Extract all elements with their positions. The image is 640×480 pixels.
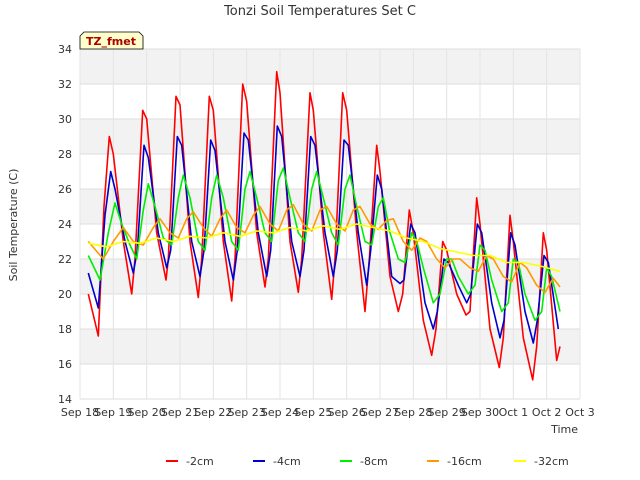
plot-band [80,84,580,119]
y-tick-label: 28 [58,148,72,161]
series-line-32cm [88,223,561,273]
x-tick-label: Oct 2 [532,406,562,419]
badge: TZ_fmet [79,31,144,50]
legend-label: -16cm [447,455,482,468]
plot-band [80,49,580,84]
y-tick-label: 16 [58,358,72,371]
legend-label: -4cm [273,455,301,468]
legend-label: -32cm [534,455,569,468]
y-tick-label: 18 [58,323,72,336]
plot-band [80,119,580,154]
legend: -2cm -4cm -8cm -16cm -32cm [166,455,569,468]
legend-label: -8cm [360,455,388,468]
y-tick-label: 20 [58,288,72,301]
x-tick-label: Oct 3 [565,406,595,419]
y-tick-label: 22 [58,253,72,266]
y-tick-label: 24 [58,218,72,231]
x-tick-label: Sep 30 [461,406,499,419]
plot-band [80,189,580,224]
x-tick-label: Sep 27 [361,406,399,419]
x-tick-label: Sep 19 [94,406,132,419]
x-tick-label: Sep 20 [128,406,166,419]
x-axis-label: Time [550,423,578,436]
x-tick-label: Oct 1 [499,406,529,419]
x-tick-label: Sep 22 [194,406,232,419]
y-tick-label: 26 [58,183,72,196]
x-tick-label: Sep 21 [161,406,199,419]
x-tick-label: Sep 24 [261,406,299,419]
y-tick-label: 34 [58,43,72,56]
y-tick-label: 30 [58,113,72,126]
x-tick-label: Sep 26 [328,406,366,419]
plot-band [80,329,580,364]
x-tick-label: Sep 18 [61,406,99,419]
plot-band [80,154,580,189]
chart-title: Tonzi Soil Temperatures Set C [223,4,416,19]
y-tick-label: 32 [58,78,72,91]
series-line-4cm [87,125,560,344]
plot-band [80,364,580,399]
x-tick-label: Sep 23 [228,406,266,419]
series-line-8cm [87,167,561,322]
legend-label: -2cm [186,455,214,468]
y-tick-label: 14 [58,393,72,406]
series-lines [87,70,561,381]
y-axis-ticks: 14 16 18 20 22 24 26 28 30 32 34 [58,43,72,406]
plot-band [80,224,580,259]
series-line-16cm [87,203,561,294]
x-tick-label: Sep 25 [294,406,332,419]
x-tick-label: Sep 29 [428,406,466,419]
x-tick-label: Sep 28 [394,406,432,419]
badge-label: TZ_fmet [86,35,136,48]
y-axis-label: Soil Temperature (C) [7,169,20,282]
grid-lines [79,48,581,400]
